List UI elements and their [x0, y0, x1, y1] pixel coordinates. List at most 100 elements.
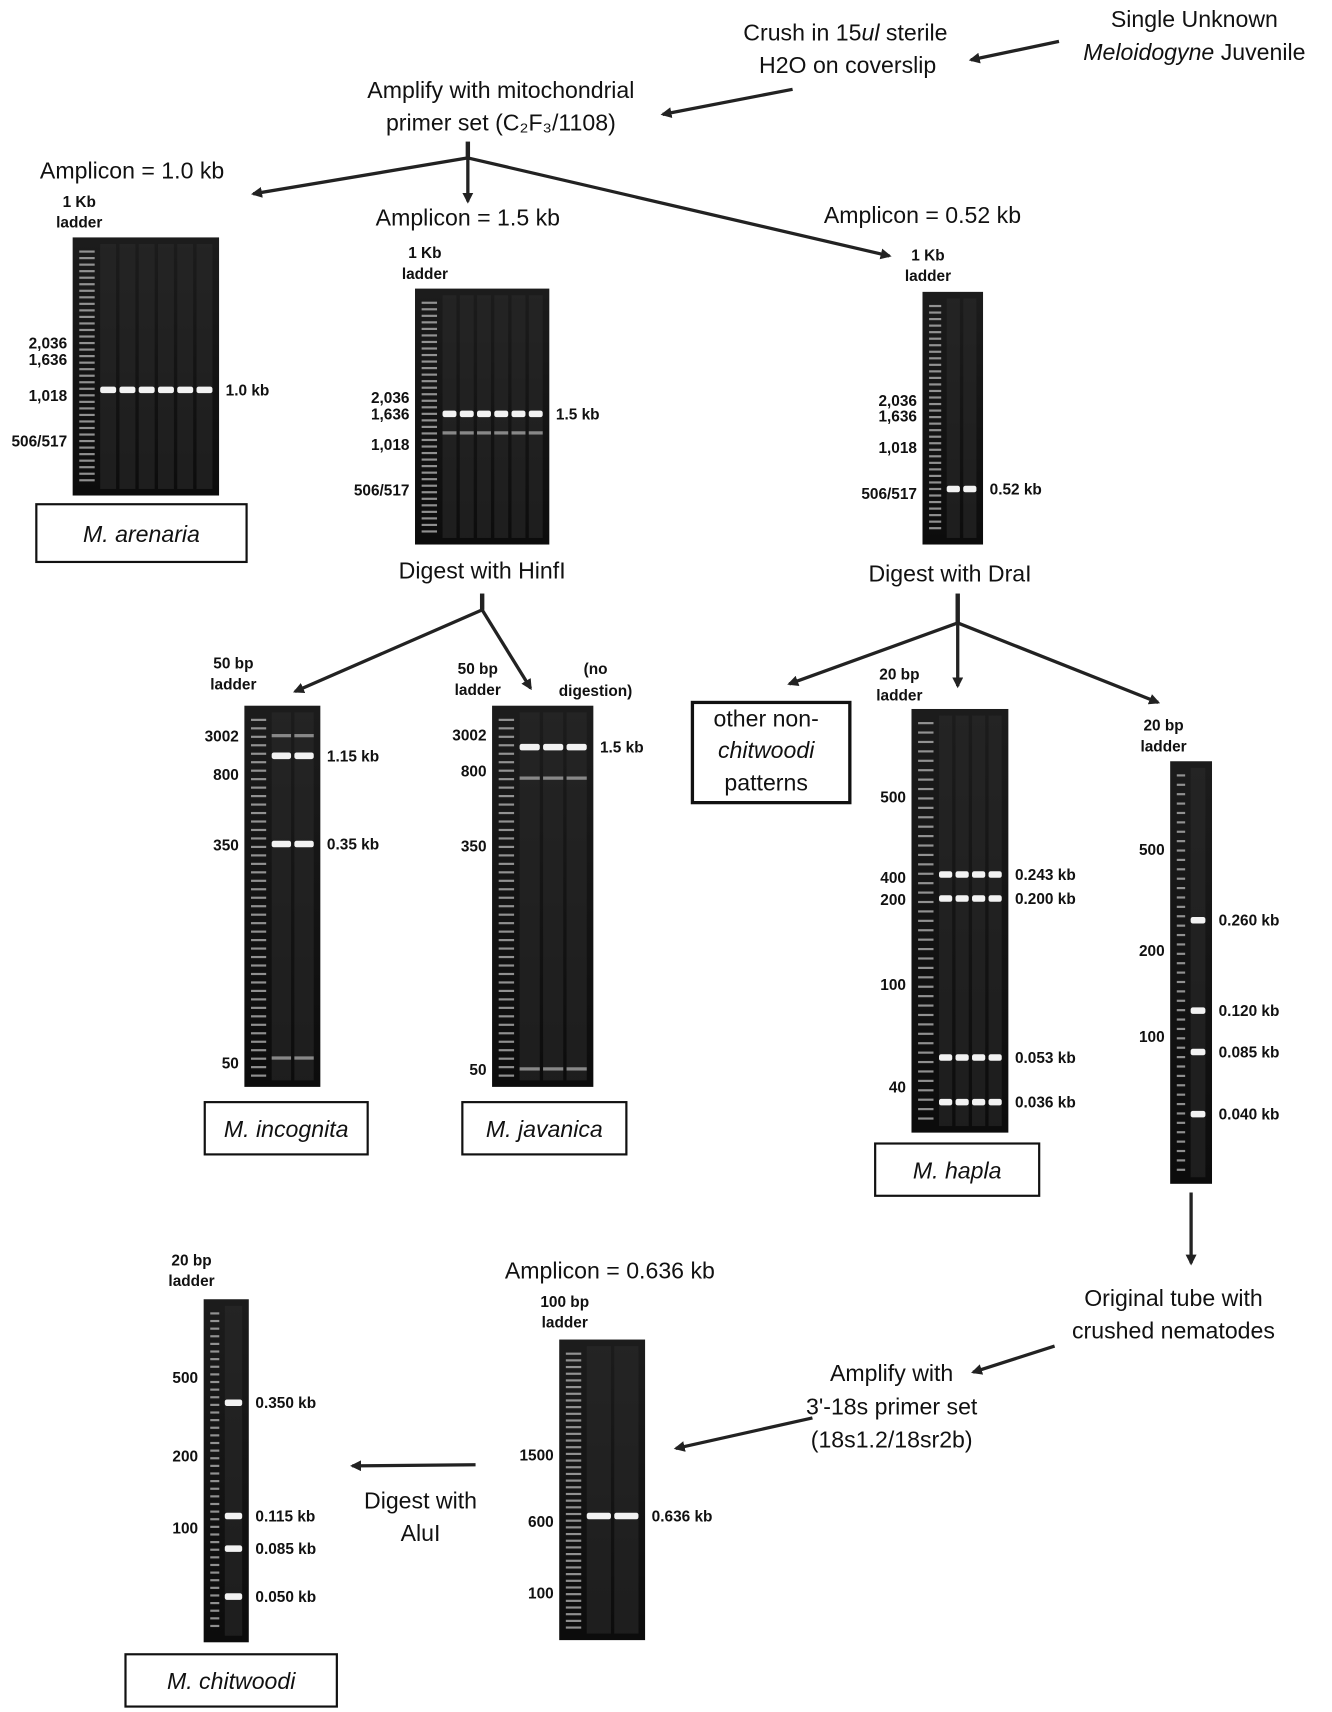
- faint-band: [442, 431, 457, 435]
- ladder-band: [565, 1546, 582, 1549]
- faint-band: [294, 1056, 314, 1060]
- ladder-band: [498, 905, 515, 908]
- ladder-band: [1176, 952, 1186, 955]
- crush-text: sterile: [879, 19, 947, 45]
- ladder-band: [565, 1365, 582, 1369]
- ladder-band: [210, 1518, 220, 1521]
- ladder-band: [565, 1519, 582, 1522]
- digest: AluI: [401, 1520, 441, 1546]
- marker-label: 200: [172, 1449, 198, 1466]
- lane-smear: [988, 715, 1002, 1127]
- ladder-band: [498, 803, 515, 806]
- sample-band: [224, 1399, 243, 1406]
- lane-smear: [946, 298, 960, 538]
- ladder-band: [565, 1579, 582, 1582]
- ladder-band: [565, 1599, 582, 1602]
- ladder-band: [498, 769, 515, 772]
- ladder-band: [929, 448, 942, 451]
- ladder-band: [421, 530, 438, 533]
- marker-label: 200: [880, 892, 906, 909]
- ladder-band: [1176, 1009, 1186, 1012]
- ladder-band: [1176, 811, 1186, 815]
- ladder-band: [210, 1586, 220, 1589]
- ladder-label: ladder: [876, 687, 922, 704]
- marker-label: 2,036: [878, 393, 917, 410]
- sample-band: [138, 386, 155, 394]
- ladder-band: [250, 871, 267, 874]
- ladder-band: [498, 989, 515, 993]
- ladder-band: [210, 1358, 220, 1361]
- ladder-band: [929, 500, 942, 504]
- ladder-band: [498, 922, 515, 925]
- ladder-band: [929, 507, 942, 510]
- faint-band: [543, 1067, 564, 1071]
- ladder-band: [918, 778, 934, 781]
- ladder-band: [79, 335, 95, 338]
- ladder-band: [250, 1057, 267, 1060]
- ladder-band: [1176, 990, 1186, 993]
- ladder-band: [1176, 1018, 1186, 1021]
- ladder-band: [565, 1412, 582, 1415]
- band-label: 0.053 kb: [1015, 1050, 1076, 1067]
- ladder-band: [1176, 1149, 1186, 1153]
- ladder-band: [210, 1617, 220, 1620]
- ladder-band: [565, 1379, 582, 1382]
- ladder-band: [250, 752, 267, 755]
- ladder-band: [565, 1352, 582, 1355]
- band-label: 0.085 kb: [255, 1541, 316, 1558]
- ladder-band: [79, 309, 95, 312]
- ladder-band: [929, 474, 942, 478]
- ladder-band: [929, 455, 942, 458]
- ladder-band: [210, 1426, 220, 1429]
- ladder-band: [918, 872, 934, 875]
- ladder-band: [1176, 915, 1186, 918]
- ladder-band: [498, 1015, 515, 1018]
- ladder-band: [210, 1480, 220, 1483]
- ladder-band: [421, 334, 438, 337]
- ladder-band: [1176, 933, 1186, 937]
- ladder-band: [210, 1319, 220, 1323]
- ladder-band: [250, 888, 267, 891]
- ladder-band: [250, 939, 267, 942]
- lane-smear: [224, 1305, 243, 1636]
- ladder-band: [79, 446, 95, 449]
- marker-label: 500: [172, 1370, 198, 1387]
- band-label: 0.636 kb: [652, 1508, 713, 1525]
- ladder-band: [1176, 840, 1186, 843]
- ladder-band: [498, 930, 515, 933]
- ladder-band: [565, 1499, 582, 1502]
- other-text: other non-: [714, 706, 819, 732]
- sample-band: [271, 752, 292, 760]
- sample-band: [511, 410, 526, 418]
- ladder-band: [421, 367, 438, 370]
- start-text: Single Unknown: [1111, 6, 1278, 32]
- sample-band: [614, 1512, 639, 1520]
- ladder-band: [250, 778, 267, 781]
- ladder-band: [250, 1032, 267, 1035]
- ladder-band: [210, 1541, 220, 1544]
- ladder-band: [918, 882, 934, 885]
- ladder-band: [498, 778, 515, 781]
- ladder-band: [565, 1593, 582, 1596]
- amplicon: Amplicon = 0.52 kb: [824, 202, 1021, 228]
- ladder-band: [918, 900, 934, 904]
- ladder-band: [79, 459, 95, 462]
- ladder-band: [79, 276, 95, 279]
- faint-band: [294, 734, 314, 738]
- ladder-label: 50 bp: [458, 661, 498, 678]
- lane-smear: [196, 243, 213, 489]
- ladder-band: [929, 487, 942, 491]
- ladder-band: [918, 995, 934, 998]
- arrow: [787, 621, 959, 687]
- ladder-band: [498, 862, 515, 865]
- start-text: Juvenile: [1214, 39, 1305, 65]
- ladder-band: [79, 322, 95, 325]
- ladder-band: [929, 461, 942, 464]
- crush-text: Crush in 15: [743, 19, 861, 45]
- ladder-band: [210, 1579, 220, 1582]
- ladder-band: [250, 845, 267, 849]
- ladder-band: [79, 348, 95, 351]
- sample-band: [939, 1098, 953, 1106]
